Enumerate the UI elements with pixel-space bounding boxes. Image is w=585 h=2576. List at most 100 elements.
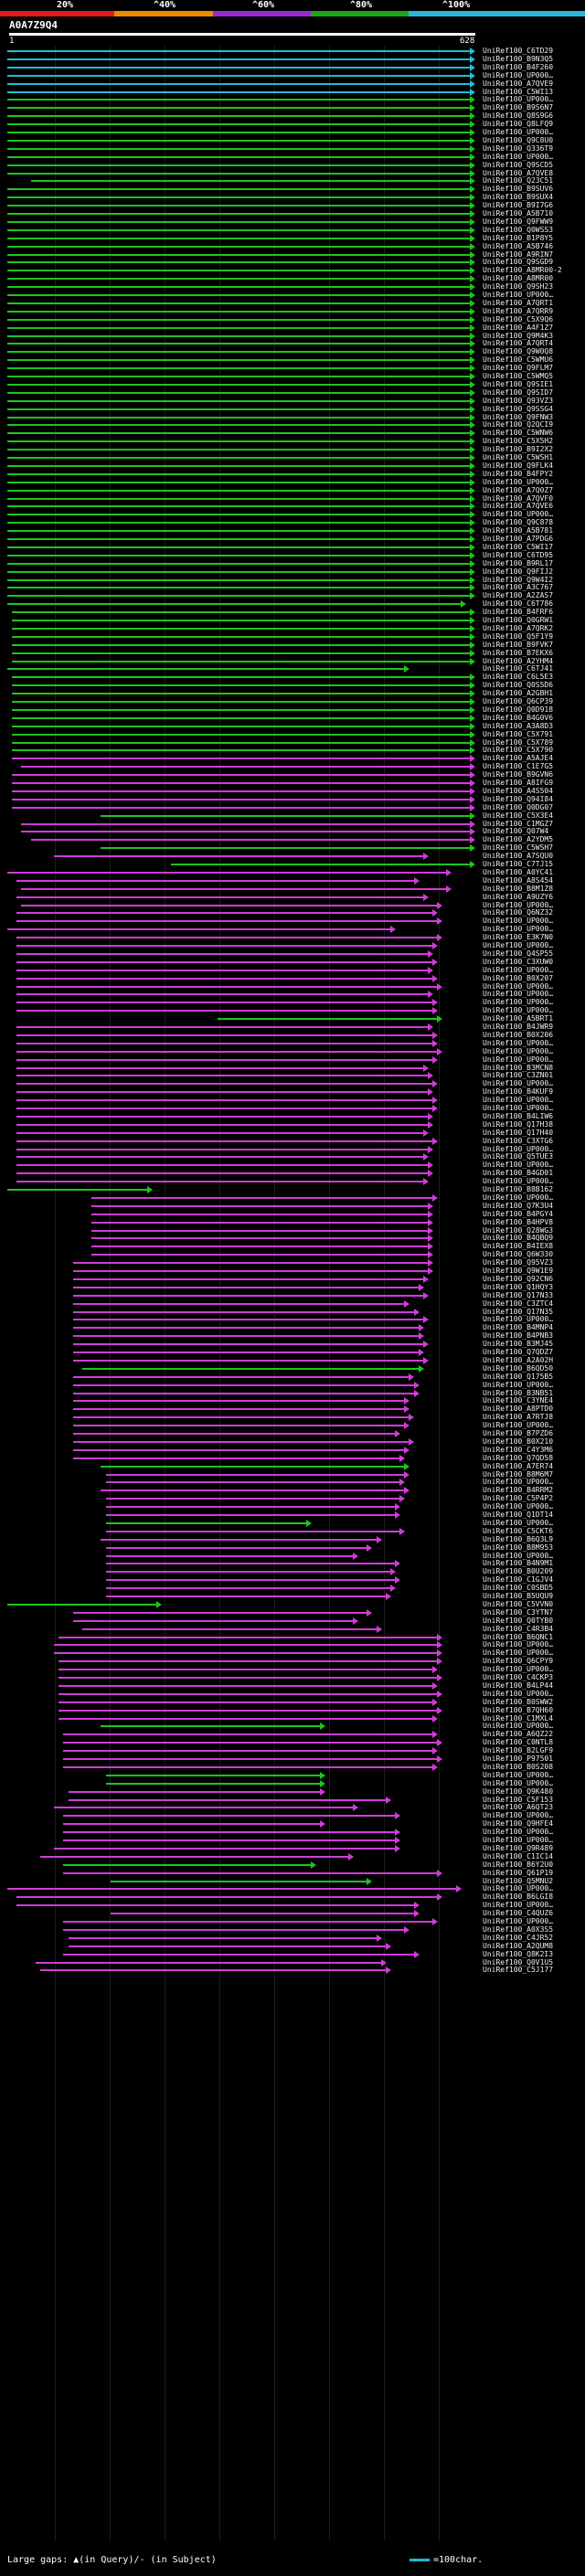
- hit-label[interactable]: UniRef100_A5AJE4: [483, 754, 554, 763]
- hit-alignment-bar[interactable]: [91, 1254, 429, 1256]
- hit-row[interactable]: UniRef100_C5WI13: [0, 88, 585, 96]
- hit-row[interactable]: UniRef100_C5WMQ5: [0, 372, 585, 380]
- hit-alignment-bar[interactable]: [12, 627, 471, 630]
- hit-row[interactable]: UniRef100_UP000…: [0, 1901, 585, 1910]
- hit-row[interactable]: UniRef100_UP000…: [0, 1006, 585, 1015]
- hit-alignment-bar[interactable]: [68, 1798, 387, 1801]
- hit-label[interactable]: UniRef100_B4FPY2: [483, 469, 554, 478]
- hit-label[interactable]: UniRef100_Q6NZ32: [483, 908, 554, 917]
- hit-row[interactable]: UniRef100_B5UQU9: [0, 1592, 585, 1600]
- hit-label[interactable]: UniRef100_B7PZD6: [483, 1429, 554, 1437]
- hit-label[interactable]: UniRef100_B0X210: [483, 1436, 554, 1446]
- hit-label[interactable]: UniRef100_UP000…: [483, 1104, 554, 1112]
- hit-label[interactable]: UniRef100_Q94I84: [483, 794, 554, 803]
- hit-alignment-bar[interactable]: [12, 806, 471, 809]
- hit-row[interactable]: UniRef100_B4JWR9: [0, 1023, 585, 1031]
- hit-alignment-bar[interactable]: [7, 464, 471, 467]
- hit-row[interactable]: UniRef100_C5X3E4: [0, 811, 585, 820]
- hit-alignment-bar[interactable]: [7, 408, 471, 410]
- hit-row[interactable]: UniRef100_B8M6M7: [0, 1470, 585, 1479]
- hit-alignment-bar[interactable]: [72, 1335, 420, 1338]
- hit-alignment-bar[interactable]: [7, 261, 471, 264]
- hit-label[interactable]: UniRef100_Q23C51: [483, 176, 554, 186]
- hit-row[interactable]: UniRef100_UP000…: [0, 1828, 585, 1837]
- hit-alignment-bar[interactable]: [16, 1091, 429, 1094]
- hit-label[interactable]: UniRef100_Q6CPY9: [483, 1657, 554, 1666]
- hit-label[interactable]: UniRef100_C4QUZ6: [483, 1909, 554, 1918]
- hit-label[interactable]: UniRef100_A2YHM4: [483, 656, 554, 665]
- hit-row[interactable]: UniRef100_UP000…: [0, 95, 585, 104]
- hit-alignment-bar[interactable]: [63, 1823, 322, 1826]
- hit-alignment-bar[interactable]: [105, 1595, 387, 1597]
- hit-alignment-bar[interactable]: [7, 172, 471, 175]
- hit-row[interactable]: UniRef100_Q6CPY9: [0, 1657, 585, 1666]
- hit-alignment-bar[interactable]: [72, 1425, 406, 1427]
- hit-row[interactable]: UniRef100_A6QT23: [0, 1803, 585, 1812]
- hit-alignment-bar[interactable]: [58, 1677, 439, 1679]
- hit-label[interactable]: UniRef100_UP000…: [483, 510, 554, 519]
- hit-row[interactable]: UniRef100_Q9SIE1: [0, 380, 585, 388]
- hit-alignment-bar[interactable]: [21, 904, 439, 906]
- hit-row[interactable]: UniRef100_C1MXL4: [0, 1714, 585, 1723]
- hit-row[interactable]: UniRef100_Q9FLM7: [0, 364, 585, 373]
- hit-row[interactable]: UniRef100_A9UZY6: [0, 893, 585, 901]
- hit-label[interactable]: UniRef100_UP000…: [483, 1884, 554, 1893]
- hit-alignment-bar[interactable]: [7, 505, 471, 508]
- hit-label[interactable]: UniRef100_C5WI17: [483, 542, 554, 551]
- hit-row[interactable]: UniRef100_UP000…: [0, 966, 585, 974]
- hit-row[interactable]: UniRef100_C3YNE4: [0, 1396, 585, 1405]
- hit-alignment-bar[interactable]: [101, 1725, 322, 1728]
- hit-row[interactable]: UniRef100_B0SWW2: [0, 1698, 585, 1706]
- hit-row[interactable]: UniRef100_A8IFG9: [0, 779, 585, 787]
- hit-label[interactable]: UniRef100_A3C767: [483, 583, 554, 592]
- hit-alignment-bar[interactable]: [12, 676, 471, 679]
- hit-alignment-bar[interactable]: [7, 123, 471, 126]
- hit-label[interactable]: UniRef100_Q0D918: [483, 705, 554, 714]
- hit-row[interactable]: UniRef100_Q9FIJ2: [0, 567, 585, 576]
- hit-alignment-bar[interactable]: [54, 855, 424, 858]
- hit-label[interactable]: UniRef100_Q28WG3: [483, 1225, 554, 1235]
- hit-label[interactable]: UniRef100_B0U209: [483, 1567, 554, 1576]
- hit-label[interactable]: UniRef100_B4RRM2: [483, 1486, 554, 1495]
- hit-label[interactable]: UniRef100_UP000…: [483, 1640, 554, 1649]
- hit-row[interactable]: UniRef100_UP000…: [0, 1039, 585, 1047]
- hit-label[interactable]: UniRef100_B9FVK7: [483, 640, 554, 649]
- hit-alignment-bar[interactable]: [7, 115, 471, 118]
- hit-row[interactable]: UniRef100_Q9C878: [0, 518, 585, 527]
- hit-row[interactable]: UniRef100_Q0GRW1: [0, 616, 585, 624]
- hit-label[interactable]: UniRef100_B4LP44: [483, 1680, 554, 1690]
- hit-row[interactable]: UniRef100_Q1HQY3: [0, 1283, 585, 1291]
- hit-label[interactable]: UniRef100_UP000…: [483, 965, 554, 974]
- hit-row[interactable]: UniRef100_A3C767: [0, 583, 585, 592]
- hit-row[interactable]: UniRef100_C1IC14: [0, 1852, 585, 1860]
- hit-row[interactable]: UniRef100_C5J177: [0, 1966, 585, 1975]
- hit-alignment-bar[interactable]: [7, 489, 471, 492]
- hit-alignment-bar[interactable]: [16, 1123, 429, 1126]
- hit-label[interactable]: UniRef100_UP000…: [483, 1161, 554, 1170]
- hit-alignment-bar[interactable]: [58, 1709, 439, 1712]
- hit-alignment-bar[interactable]: [12, 733, 471, 736]
- hit-row[interactable]: UniRef100_B9FVK7: [0, 641, 585, 649]
- hit-alignment-bar[interactable]: [7, 359, 471, 362]
- hit-alignment-bar[interactable]: [63, 1750, 434, 1753]
- hit-alignment-bar[interactable]: [7, 522, 471, 525]
- hit-label[interactable]: UniRef100_Q9C8U0: [483, 135, 554, 144]
- hit-row[interactable]: UniRef100_C3ZTC4: [0, 1299, 585, 1308]
- hit-label[interactable]: UniRef100_UP000…: [483, 1551, 554, 1560]
- hit-alignment-bar[interactable]: [7, 376, 471, 377]
- hit-label[interactable]: UniRef100_C5WNW6: [483, 429, 554, 438]
- hit-alignment-bar[interactable]: [7, 538, 471, 540]
- hit-row[interactable]: UniRef100_Q1DT14: [0, 1511, 585, 1519]
- hit-label[interactable]: UniRef100_B4GD01: [483, 1169, 554, 1178]
- hit-alignment-bar[interactable]: [63, 1765, 434, 1768]
- hit-label[interactable]: UniRef100_C7TJ15: [483, 860, 554, 868]
- hit-row[interactable]: UniRef100_C5WNW6: [0, 429, 585, 438]
- hit-row[interactable]: UniRef100_Q9K480: [0, 1787, 585, 1796]
- hit-row[interactable]: UniRef100_UP000…: [0, 1722, 585, 1731]
- hit-row[interactable]: UniRef100_A2ZAS7: [0, 591, 585, 600]
- hit-row[interactable]: UniRef100_C5X789: [0, 738, 585, 747]
- hit-alignment-bar[interactable]: [72, 1286, 420, 1288]
- hit-label[interactable]: UniRef100_C4R3B4: [483, 1624, 554, 1633]
- hit-row[interactable]: UniRef100_Q2QCI9: [0, 420, 585, 429]
- hit-label[interactable]: UniRef100_Q9SSG4: [483, 404, 554, 413]
